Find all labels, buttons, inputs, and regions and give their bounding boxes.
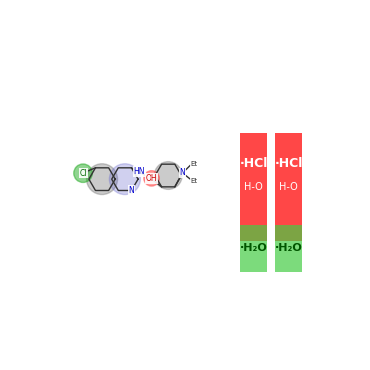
Circle shape bbox=[154, 162, 182, 189]
Circle shape bbox=[74, 164, 92, 182]
Text: H-O: H-O bbox=[279, 182, 298, 192]
Text: N: N bbox=[129, 186, 134, 195]
Text: N: N bbox=[180, 168, 185, 178]
Text: H-O: H-O bbox=[244, 182, 263, 192]
Text: ·H₂O: ·H₂O bbox=[275, 243, 302, 253]
Circle shape bbox=[110, 164, 140, 195]
Bar bbox=[275, 133, 302, 241]
Text: ·HCl: ·HCl bbox=[239, 157, 268, 170]
Circle shape bbox=[144, 171, 159, 186]
Bar bbox=[240, 133, 267, 241]
Text: OH: OH bbox=[146, 174, 157, 183]
Text: Cl: Cl bbox=[79, 169, 87, 178]
Bar bbox=[240, 225, 267, 272]
Text: ·HCl: ·HCl bbox=[274, 157, 303, 170]
Text: Et: Et bbox=[191, 178, 198, 184]
Circle shape bbox=[87, 164, 118, 195]
Text: ·H₂O: ·H₂O bbox=[240, 243, 268, 253]
Bar bbox=[275, 225, 302, 272]
Text: HN: HN bbox=[134, 167, 145, 176]
Text: Et: Et bbox=[191, 161, 198, 167]
